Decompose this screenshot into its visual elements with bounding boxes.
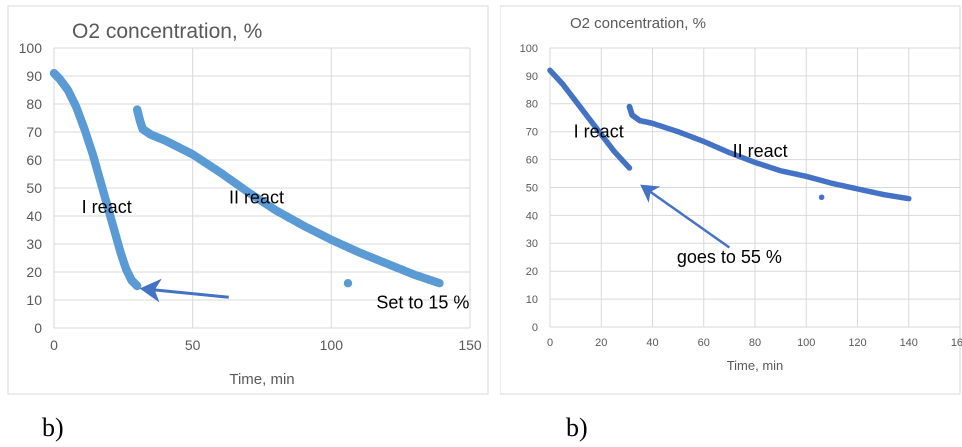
- y-tick-label: 50: [526, 182, 538, 194]
- y-tick-label: 40: [26, 208, 42, 224]
- x-tick-label: 0: [547, 337, 553, 349]
- y-tick-label: 90: [26, 68, 42, 84]
- y-tick-label: 20: [26, 264, 42, 280]
- annotation-arrow: [640, 184, 731, 249]
- x-tick-label: 100: [320, 337, 344, 353]
- x-tick-label: 140: [900, 337, 918, 349]
- x-tick-label: 80: [749, 337, 761, 349]
- y-tick-label: 100: [19, 40, 43, 56]
- chart-panel-left: 0 50 100 150 0 10 20 30 40 50 60 70 80 90 100 O2 concen…: [0, 0, 500, 405]
- x-tick-label: 120: [848, 337, 866, 349]
- x-axis-label: Time, min: [727, 358, 784, 373]
- caption-left: b): [42, 413, 64, 442]
- y-tick-label: 10: [26, 292, 42, 308]
- y-tick-label: 0: [532, 322, 538, 334]
- annotation-label: II react: [229, 187, 284, 207]
- chart-title: O2 concentration, %: [570, 15, 706, 32]
- x-tick-label: 40: [646, 337, 658, 349]
- chart-frame: [7, 5, 489, 395]
- chart-panel-right: 0 20 40 60 80 100 120 140 160 0 10 20 30 40 50 60 70 80 90…: [500, 0, 962, 405]
- y-tick-label: 50: [26, 180, 42, 196]
- x-tick-label: 150: [458, 337, 482, 353]
- annotation-label: goes to 55 %: [677, 247, 782, 267]
- y-tick-label: 40: [526, 210, 538, 222]
- y-tick-label: 0: [34, 320, 42, 336]
- y-tick-label: 100: [520, 43, 538, 55]
- y-tick-label: 90: [526, 71, 538, 83]
- chart-frame: [500, 5, 961, 395]
- data-point-series-3: [818, 194, 825, 201]
- x-axis-label: Time, min: [229, 371, 294, 388]
- x-tick-label: 60: [698, 337, 710, 349]
- annotation-label: II react: [733, 141, 788, 161]
- y-tick-label: 30: [526, 238, 538, 250]
- data-point-series-2: [435, 279, 444, 288]
- y-tick-label: 70: [26, 124, 42, 140]
- data-point-series-1: [133, 281, 142, 291]
- x-tick-label: 0: [50, 337, 58, 353]
- chart-left: 0 50 100 150 0 10 20 30 40 50 60 70 80 90 100 O2 concen…: [7, 5, 489, 395]
- y-tick-label: 10: [526, 294, 538, 306]
- y-tick-label: 60: [526, 154, 538, 166]
- y-tick-label: 30: [26, 236, 42, 252]
- y-tick-label: 60: [26, 152, 42, 168]
- y-tick-label: 80: [526, 99, 538, 111]
- x-tick-label: 100: [797, 337, 815, 349]
- y-tick-label: 20: [526, 266, 538, 278]
- y-tick-label: 80: [26, 96, 42, 112]
- chart-right: 0 20 40 60 80 100 120 140 160 0 10 20 30 40 50 60 70 80 90…: [500, 5, 962, 395]
- data-point-series-1: [626, 165, 633, 171]
- annotation-arrow: [139, 278, 229, 303]
- annotation-label: I react: [574, 121, 624, 141]
- caption-right: b): [566, 413, 588, 442]
- x-tick-label: 20: [595, 337, 607, 349]
- chart-title: O2 concentration, %: [72, 20, 262, 43]
- x-tick-label: 160: [951, 337, 962, 349]
- annotation-label: Set to 15 %: [376, 292, 469, 312]
- annotation-label: I react: [82, 197, 132, 217]
- y-tick-label: 70: [526, 127, 538, 139]
- data-point-series-2: [905, 195, 912, 202]
- data-point-series-3: [343, 279, 353, 288]
- x-tick-label: 50: [185, 337, 201, 353]
